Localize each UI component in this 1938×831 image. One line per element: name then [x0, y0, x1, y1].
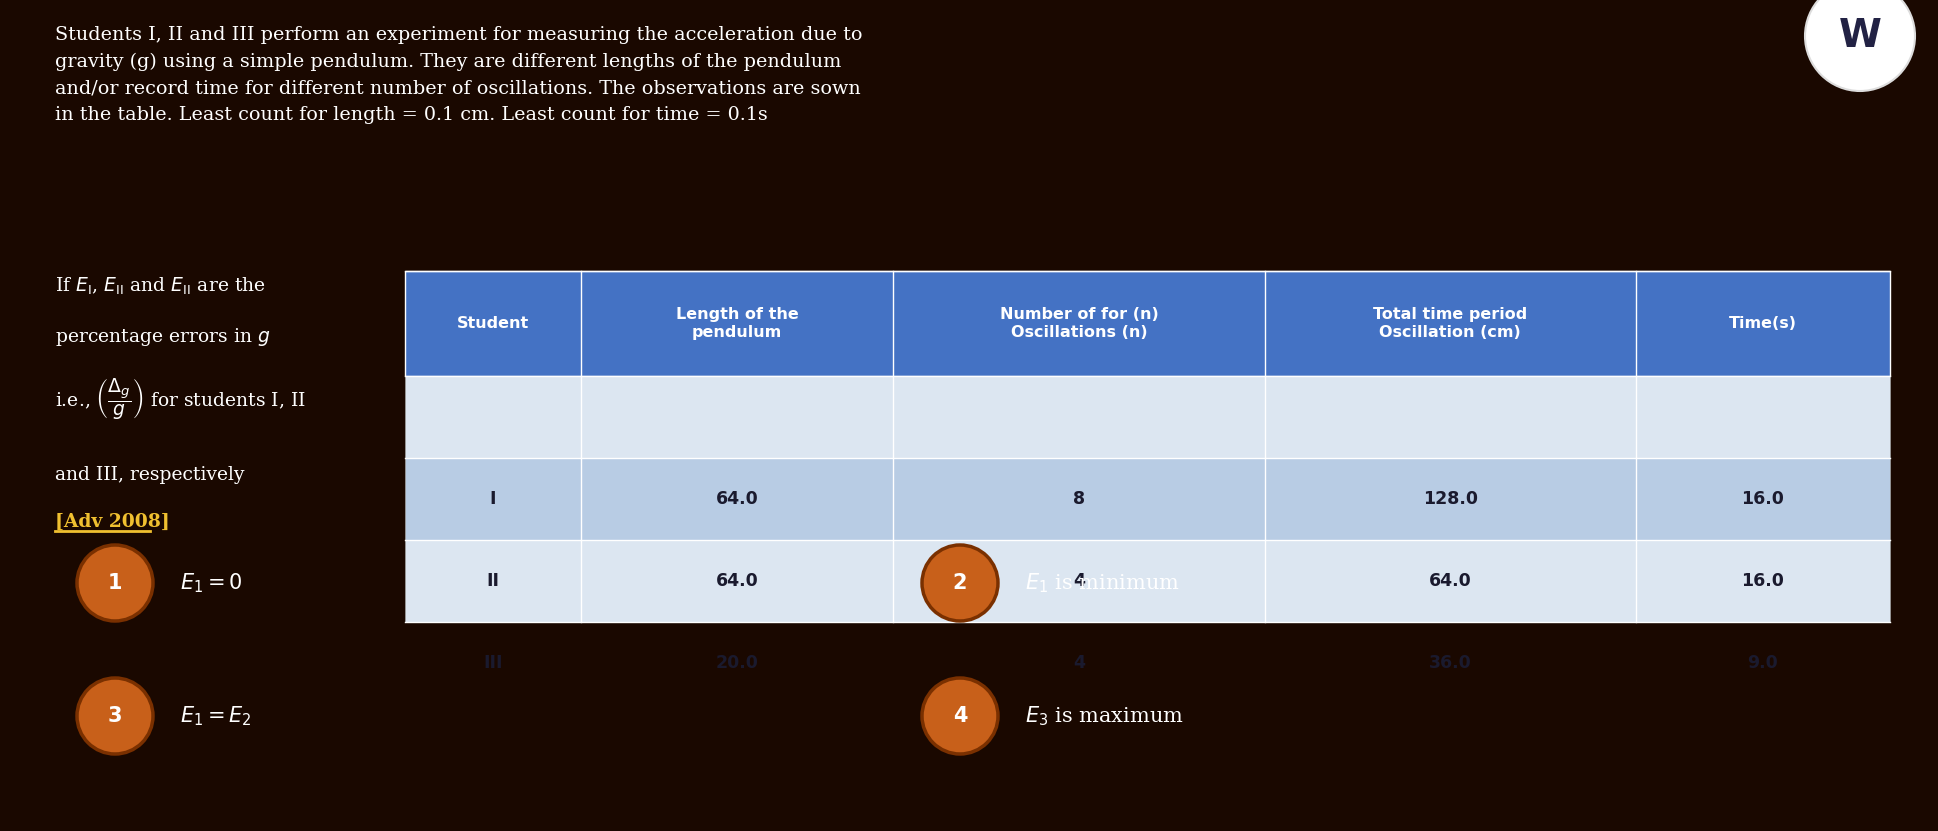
FancyBboxPatch shape [405, 271, 1890, 376]
Text: 16.0: 16.0 [1742, 490, 1785, 508]
FancyBboxPatch shape [405, 458, 1890, 540]
Text: Number of for (n)
Oscillations (n): Number of for (n) Oscillations (n) [1000, 307, 1159, 340]
Text: $E_1 = E_2$: $E_1 = E_2$ [180, 704, 252, 728]
Text: 3: 3 [109, 706, 122, 726]
Ellipse shape [1804, 0, 1915, 91]
Text: II: II [486, 572, 500, 590]
Text: 1: 1 [109, 573, 122, 593]
Text: Students I, II and III perform an experiment for measuring the acceleration due : Students I, II and III perform an experi… [54, 26, 862, 124]
Ellipse shape [78, 545, 153, 621]
Text: 4: 4 [1074, 572, 1085, 590]
Text: 128.0: 128.0 [1422, 490, 1479, 508]
Text: percentage errors in $g$: percentage errors in $g$ [54, 326, 271, 348]
FancyBboxPatch shape [405, 376, 1890, 458]
Text: 4: 4 [1074, 654, 1085, 672]
Text: 4: 4 [953, 706, 967, 726]
Text: 16.0: 16.0 [1742, 572, 1785, 590]
Text: 64.0: 64.0 [715, 490, 758, 508]
Text: I: I [490, 490, 496, 508]
Text: If $E_\mathrm{I}$, $E_\mathrm{II}$ and $E_\mathrm{II}$ are the: If $E_\mathrm{I}$, $E_\mathrm{II}$ and $… [54, 276, 266, 297]
Ellipse shape [78, 678, 153, 754]
Text: $E_1$ is minimum: $E_1$ is minimum [1025, 571, 1180, 595]
Text: 8: 8 [1074, 490, 1085, 508]
Text: $E_1 = 0$: $E_1 = 0$ [180, 571, 242, 595]
FancyBboxPatch shape [405, 540, 1890, 622]
Text: and III, respectively: and III, respectively [54, 466, 244, 484]
Text: Length of the
pendulum: Length of the pendulum [676, 307, 798, 340]
Text: III: III [483, 654, 502, 672]
Text: 36.0: 36.0 [1428, 654, 1471, 672]
Text: 2: 2 [953, 573, 967, 593]
Text: Total time period
Oscillation (cm): Total time period Oscillation (cm) [1374, 307, 1527, 340]
Text: 64.0: 64.0 [1428, 572, 1471, 590]
Text: 9.0: 9.0 [1748, 654, 1779, 672]
Text: 20.0: 20.0 [715, 654, 758, 672]
Ellipse shape [922, 545, 998, 621]
Text: Time(s): Time(s) [1729, 316, 1797, 331]
Ellipse shape [922, 678, 998, 754]
Text: [Adv 2008]: [Adv 2008] [54, 513, 171, 531]
Text: W: W [1839, 17, 1882, 55]
Text: Student: Student [457, 316, 529, 331]
Text: 64.0: 64.0 [715, 572, 758, 590]
Text: i.e., $\left(\dfrac{\Delta_g}{g}\right)$ for students I, II: i.e., $\left(\dfrac{\Delta_g}{g}\right)$… [54, 376, 306, 421]
Text: $E_3$ is maximum: $E_3$ is maximum [1025, 704, 1184, 728]
